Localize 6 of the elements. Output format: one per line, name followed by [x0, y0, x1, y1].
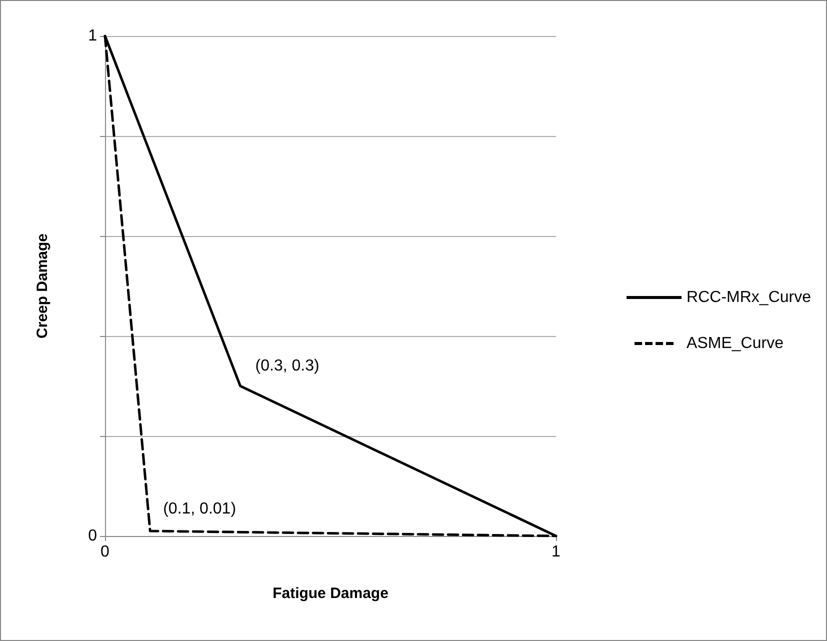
legend-label: RCC-MRx_Curve: [686, 289, 812, 306]
y-axis-title: Creep Damage: [34, 233, 51, 339]
annotation: (0.1, 0.01): [163, 500, 236, 518]
annotation: (0.3, 0.3): [255, 358, 320, 374]
legend-label: ASME_Curve: [686, 335, 784, 352]
x-axis-title: Fatigue Damage: [272, 585, 388, 602]
